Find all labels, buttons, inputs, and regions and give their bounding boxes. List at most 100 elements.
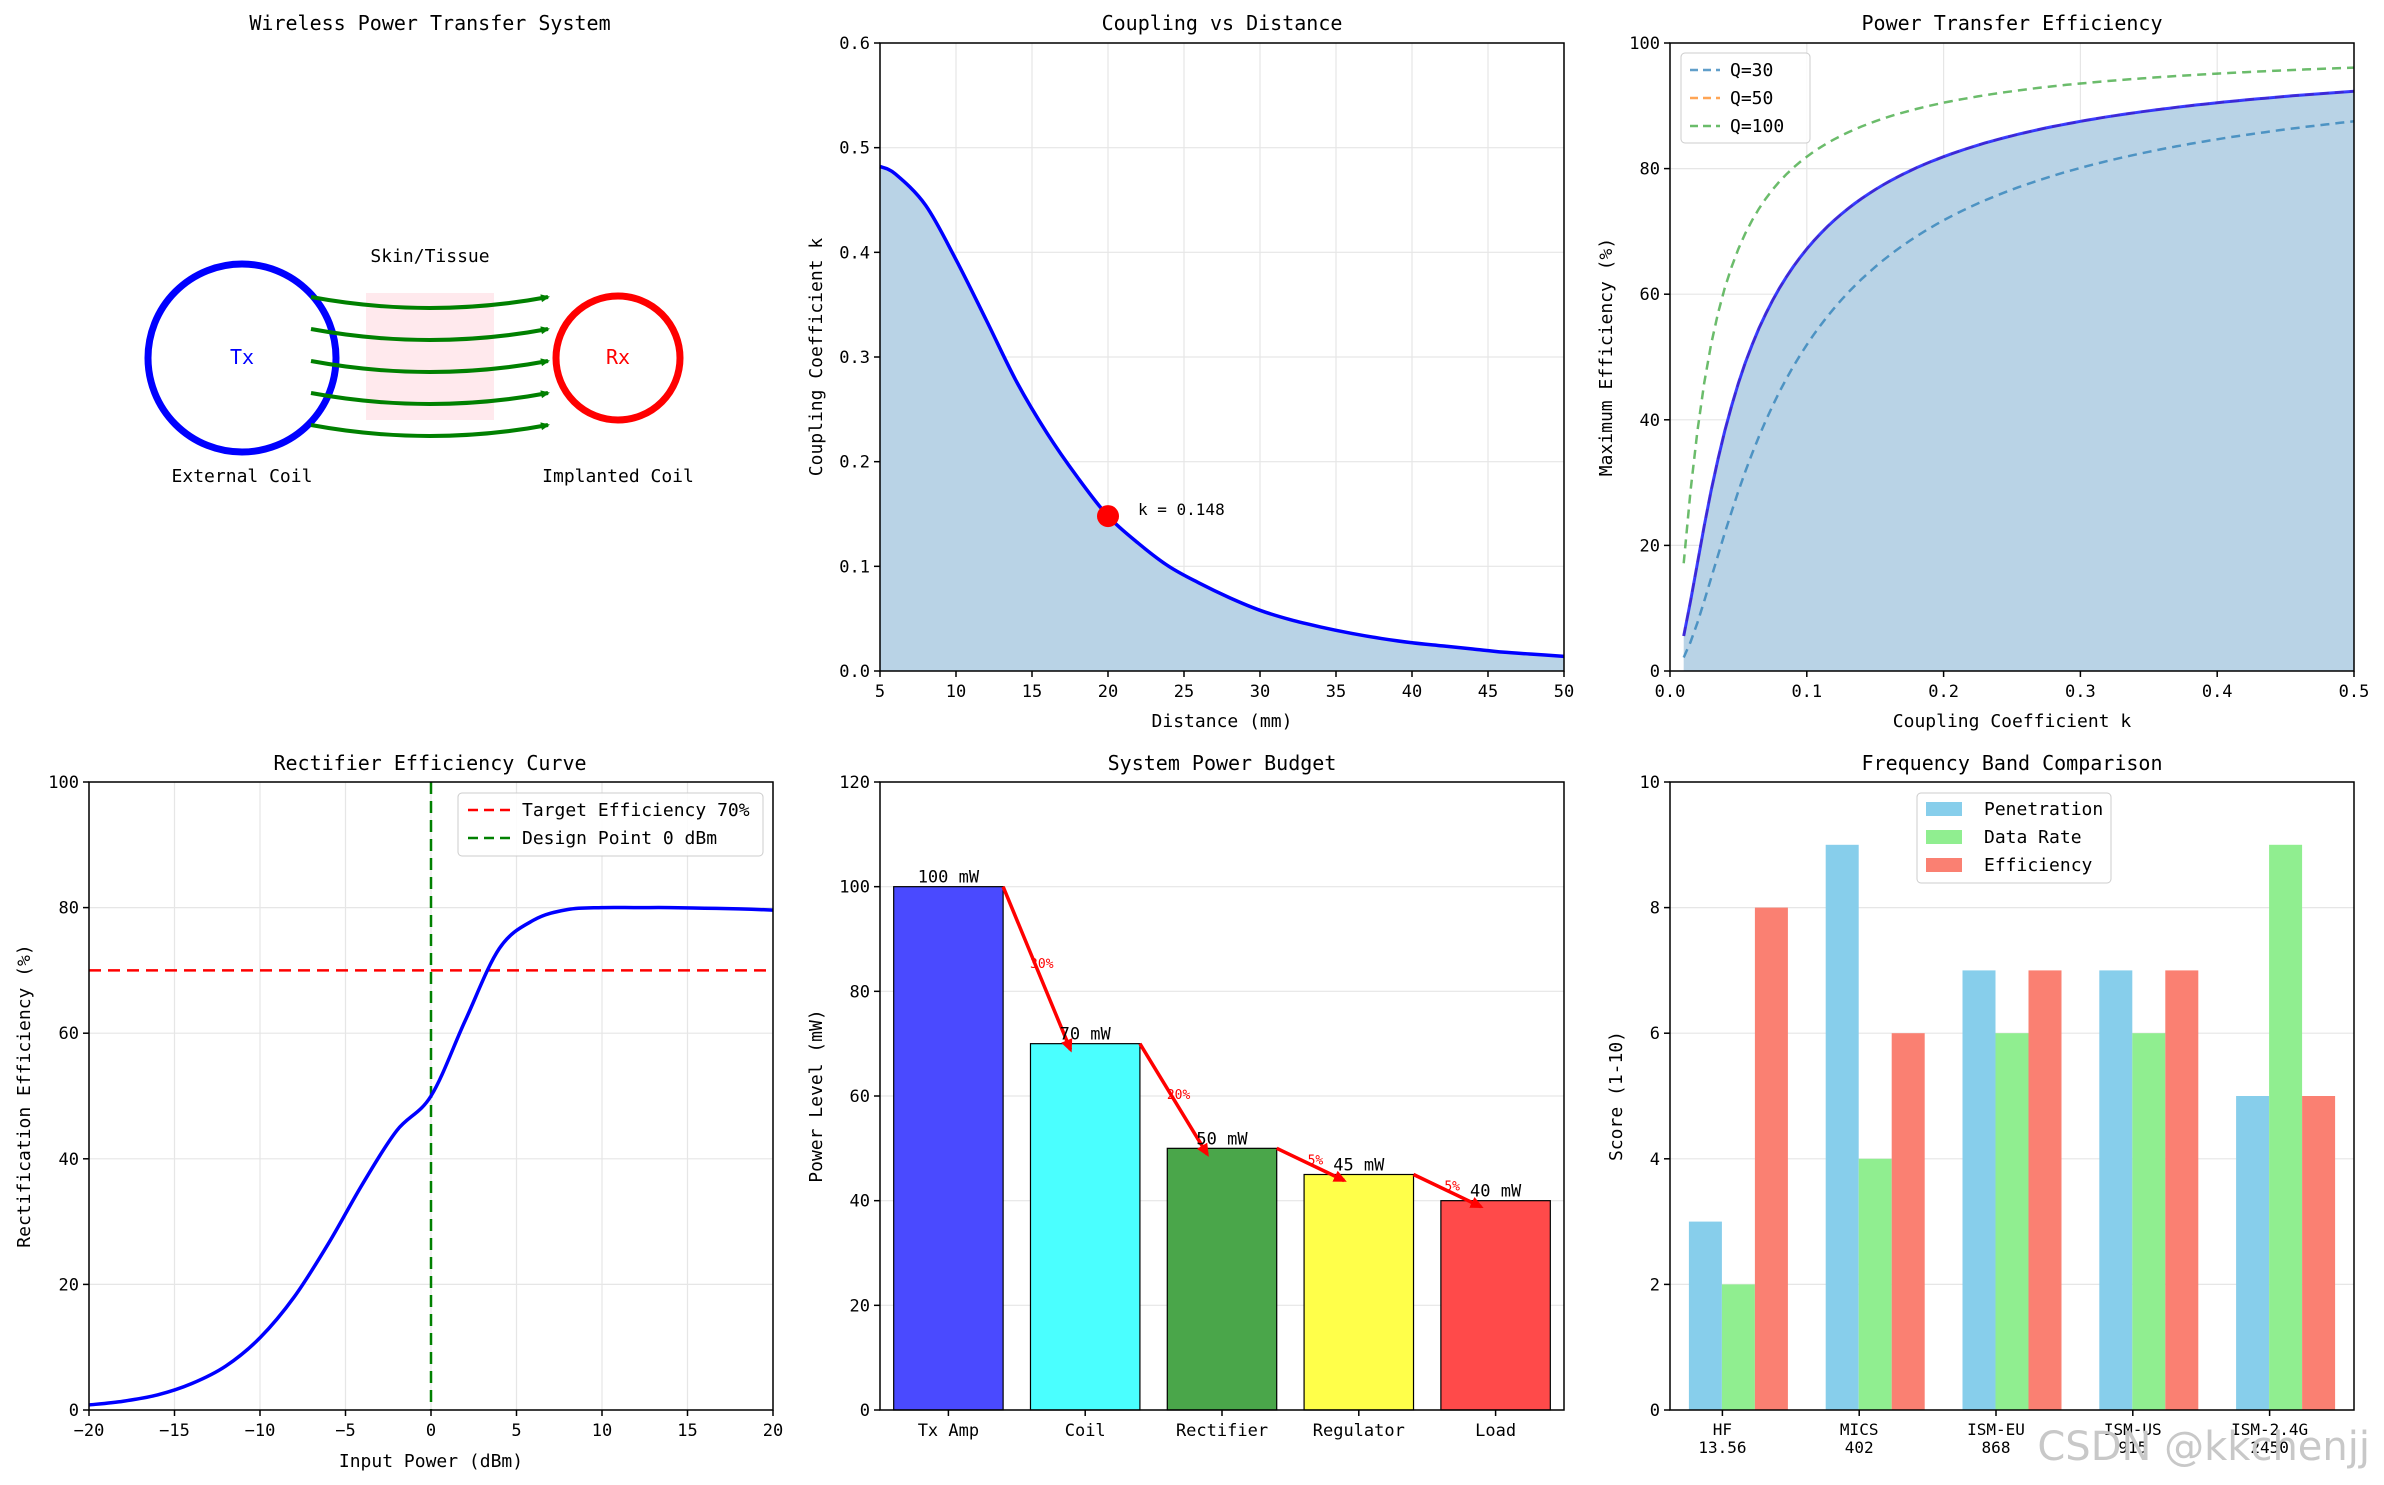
legend-label-penetration: Penetration [1984,799,2103,820]
y-tick-label: 100 [1629,34,1660,54]
y-tick-label: 120 [839,773,870,793]
y-tick-label: 10 [1640,773,1660,793]
x-tick-label: 0.1 [1791,682,1822,702]
band-bar-Data Rate-HF [1721,1284,1755,1410]
y-tick-label: 20 [850,1296,870,1316]
budget-value-label: 45 mW [1333,1156,1385,1176]
budget-title: System Power Budget [1108,751,1337,775]
y-tick-label: 40 [1640,411,1660,431]
bands-legend: Penetration Data Rate Efficiency [1916,792,2112,884]
band-category-label: ISM-EU [1967,1420,2025,1439]
band-bar-Data Rate-MICS [1858,1158,1892,1410]
y-tick-label: 100 [48,773,79,793]
x-tick-label: 20 [1098,682,1118,702]
legend-label-data-rate: Data Rate [1984,827,2082,848]
rectifier-legend: Target Efficiency 70% Design Point 0 dBm [457,792,764,857]
budget-bar-Coil [1029,1043,1141,1411]
loss-arrow [1138,1042,1209,1157]
bands-frame [1669,781,2355,1411]
coupling-area [880,166,1564,672]
budget-bar-Rectifier [1166,1147,1278,1411]
efficiency-series-Q=30 [1682,120,2355,659]
x-tick-label: 0.5 [2339,682,2370,702]
y-tick-label: 80 [1640,160,1660,180]
field-arrow [310,390,550,406]
tx-caption: External Coil [172,466,313,487]
band-category-label: MICS [1840,1420,1879,1439]
band-bar-Penetration-HF [1688,1221,1722,1410]
diagram-title: Wireless Power Transfer System [249,11,610,35]
legend-swatch-data-rate [1926,830,1962,844]
band-category-label: HF [1713,1420,1732,1439]
efficiency-legend-box [1680,52,1811,144]
x-tick-label: 20 [763,1421,783,1441]
tissue-label: Skin/Tissue [370,246,489,267]
y-tick-label: 8 [1650,899,1660,919]
field-arrow [310,358,550,374]
x-tick-label: Rectifier [1176,1421,1268,1441]
band-category-label: ISM-2.4G [2231,1420,2308,1439]
x-tick-label: 0.3 [2065,682,2096,702]
y-tick-label: 60 [1640,285,1660,305]
efficiency-ylabel: Maximum Efficiency (%) [1596,238,1617,476]
y-tick-label: 2 [1650,1275,1660,1295]
band-bar-Data Rate-ISM-US [2132,1033,2166,1410]
band-bar-Efficiency-ISM-US [2165,970,2199,1410]
efficiency-frame [1669,42,2355,672]
legend-label-q50: Q=50 [1730,88,1773,109]
efficiency-xlabel: Coupling Coefficient k [1893,711,2132,732]
y-tick-label: 0.2 [839,453,870,473]
y-tick-label: 80 [850,982,870,1002]
loss-label: 5% [1308,1153,1324,1168]
loss-label: 30% [1030,957,1054,972]
y-tick-label: 6 [1650,1024,1660,1044]
band-bar-Data Rate-ISM-2.4G [2269,844,2303,1410]
field-arrow [310,326,550,342]
x-tick-label: −10 [245,1421,276,1441]
panel-power-budget: System Power Budget 30% 20% 5% 5% 100 mW 70 m… [806,751,1565,1441]
x-tick-label: 40 [1402,682,1422,702]
y-tick-label: 80 [59,899,79,919]
rectifier-curve [88,905,774,1407]
y-tick-label: 0.1 [839,557,870,577]
band-frequency-label: 402 [1845,1438,1874,1457]
bands-legend-box [1916,792,2112,884]
y-tick-label: 4 [1650,1150,1660,1170]
watermark: CSDN @kkchenjj [2037,1424,2370,1470]
x-tick-label: 10 [592,1421,612,1441]
efficiency-area [1683,91,2354,672]
coupling-title: Coupling vs Distance [1102,11,1343,35]
panel-efficiency: Power Transfer Efficiency 0.0 0.1 0.2 0.3 0.… [1596,11,2369,732]
x-tick-label: −15 [159,1421,190,1441]
efficiency-main-line [1682,89,2355,637]
budget-value-label: 70 mW [1060,1025,1112,1045]
band-bar-Data Rate-ISM-EU [1995,1033,2029,1410]
x-tick-label: 35 [1326,682,1346,702]
x-tick-label: 0.0 [1655,682,1686,702]
budget-bar-Load [1440,1200,1551,1411]
tx-label: Tx [230,345,254,369]
rectifier-legend-box [457,792,764,857]
band-bar-Penetration-ISM-EU [1962,970,1996,1410]
legend-label-q100: Q=100 [1730,116,1784,137]
budget-value-label: 100 mW [918,868,980,888]
tx-coil [144,260,340,456]
design-point-label: k = 0.148 [1138,500,1225,519]
y-tick-label: 100 [839,878,870,898]
x-tick-label: 50 [1554,682,1574,702]
loss-label: 20% [1167,1088,1191,1103]
x-tick-label: 15 [1022,682,1042,702]
x-tick-label: 0.2 [1928,682,1959,702]
x-tick-label: 45 [1478,682,1498,702]
tissue-region [366,293,494,420]
panel-wpt-diagram: Wireless Power Transfer System Tx Extern… [144,11,694,487]
y-tick-label: 0.5 [839,139,870,159]
budget-value-label: 50 mW [1196,1129,1248,1149]
y-tick-label: 40 [59,1150,79,1170]
efficiency-legend: Q=30 Q=50 Q=100 [1680,52,1811,144]
bands-title: Frequency Band Comparison [1861,751,2162,775]
y-tick-label: 0.3 [839,348,870,368]
legend-label-design: Design Point 0 dBm [522,828,717,849]
bands-ylabel: Score (1-10) [1606,1031,1627,1161]
